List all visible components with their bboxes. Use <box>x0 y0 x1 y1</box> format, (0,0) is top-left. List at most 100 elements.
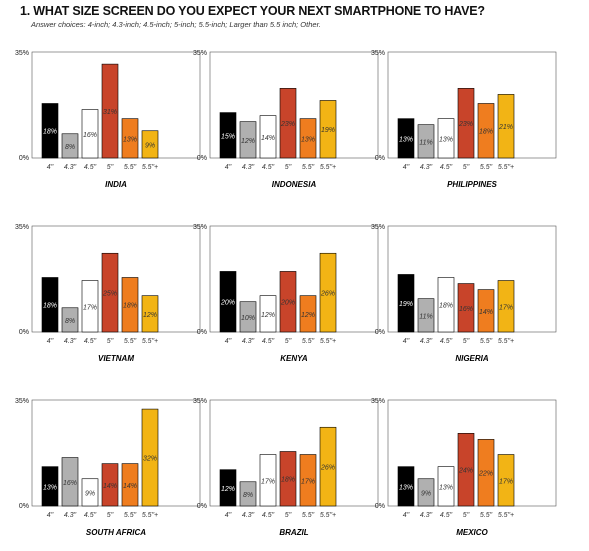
vietnam-value-label-3: 17% <box>83 304 97 311</box>
brazil-bar-6 <box>319 426 337 507</box>
mexico-bar-1 <box>397 466 415 507</box>
indonesia-chart-title: INDONESIA <box>272 180 317 189</box>
kenya-bar-6 <box>319 252 337 333</box>
vietnam-bar-5 <box>121 277 139 333</box>
kenya-value-label-3: 12% <box>261 312 275 319</box>
philippines-category-label-1: 4" <box>403 164 410 171</box>
brazil-bar-2 <box>239 481 257 507</box>
brazil-value-label-6: 26% <box>320 465 335 472</box>
vietnam-category-label-1: 4" <box>47 338 54 345</box>
india-category-label-1: 4" <box>47 164 54 171</box>
philippines-bar-3 <box>437 118 455 159</box>
mexico-ytick-zero: 0% <box>375 503 385 510</box>
philippines-value-label-5: 18% <box>479 129 493 136</box>
brazil-category-label-1: 4" <box>225 512 232 519</box>
nigeria-bar-3 <box>437 277 455 333</box>
mexico-bar-4 <box>457 433 475 507</box>
vietnam-bar-2 <box>61 307 79 333</box>
kenya-value-label-4: 20% <box>280 300 295 307</box>
nigeria-bar-1 <box>397 274 415 333</box>
mexico-bar-2 <box>417 478 435 507</box>
indonesia-category-label-2: 4.3" <box>242 164 255 171</box>
nigeria-bar-6 <box>497 280 515 333</box>
india-value-label-4: 31% <box>103 109 117 116</box>
indonesia-bar-4 <box>279 88 297 159</box>
vietnam-category-label-6: 5.5"+ <box>142 338 158 345</box>
indonesia-bar-1 <box>219 112 237 159</box>
south-africa-bar-2 <box>61 457 79 507</box>
india-value-label-6: 9% <box>145 142 155 149</box>
nigeria-category-label-3: 4.5" <box>440 338 453 345</box>
brazil-bar-5 <box>299 454 317 507</box>
south-africa-value-label-1: 13% <box>43 484 57 491</box>
south-africa-value-label-3: 9% <box>85 490 95 497</box>
india-category-label-4: 5" <box>107 164 114 171</box>
south-africa-bar-4 <box>101 463 119 507</box>
south-africa-category-label-1: 4" <box>47 512 54 519</box>
india-bar-4 <box>101 63 119 159</box>
philippines-category-label-4: 5" <box>463 164 470 171</box>
nigeria-ytick-top: 35% <box>371 224 385 231</box>
philippines-bar-5 <box>477 103 495 159</box>
india-bar-3 <box>81 109 99 159</box>
vietnam-value-label-6: 12% <box>143 312 157 319</box>
indonesia-category-label-5: 5.5" <box>302 164 315 171</box>
nigeria-category-label-1: 4" <box>403 338 410 345</box>
philippines-bar-6 <box>497 94 515 159</box>
india-category-label-2: 4.3" <box>64 164 77 171</box>
mexico-category-label-3: 4.5" <box>440 512 453 519</box>
mexico-category-label-1: 4" <box>403 512 410 519</box>
vietnam-chart-title: VIETNAM <box>98 354 134 363</box>
brazil-category-label-6: 5.5"+ <box>320 512 336 519</box>
kenya-bar-1 <box>219 271 237 333</box>
south-africa-value-label-5: 14% <box>123 483 137 490</box>
vietnam-category-label-2: 4.3" <box>64 338 77 345</box>
kenya-category-label-5: 5.5" <box>302 338 315 345</box>
kenya-value-label-1: 20% <box>220 300 235 307</box>
kenya-category-label-3: 4.5" <box>262 338 275 345</box>
south-africa-category-label-6: 5.5"+ <box>142 512 158 519</box>
vietnam-value-label-2: 8% <box>65 318 75 325</box>
kenya-ytick-top: 35% <box>193 224 207 231</box>
nigeria-ytick-zero: 0% <box>375 329 385 336</box>
brazil-category-label-4: 5" <box>285 512 292 519</box>
south-africa-value-label-6: 32% <box>143 456 157 463</box>
mexico-value-label-2: 9% <box>421 490 431 497</box>
brazil-category-label-3: 4.5" <box>262 512 275 519</box>
indonesia-value-label-6: 19% <box>321 127 335 134</box>
philippines-category-label-5: 5.5" <box>480 164 493 171</box>
south-africa-bar-3 <box>81 478 99 507</box>
indonesia-category-label-6: 5.5"+ <box>320 164 336 171</box>
vietnam-value-label-4: 25% <box>102 291 117 298</box>
mexico-value-label-5: 22% <box>478 471 493 478</box>
kenya-value-label-2: 10% <box>241 315 255 322</box>
brazil-ytick-top: 35% <box>193 398 207 405</box>
brazil-chart-title: BRAZIL <box>279 528 308 537</box>
philippines-bar-4 <box>457 88 475 159</box>
brazil-category-label-2: 4.3" <box>242 512 255 519</box>
south-africa-category-label-3: 4.5" <box>84 512 97 519</box>
india-category-label-6: 5.5"+ <box>142 164 158 171</box>
indonesia-value-label-1: 15% <box>221 133 235 140</box>
philippines-chart-title: PHILIPPINES <box>447 180 497 189</box>
indonesia-ytick-top: 35% <box>193 50 207 57</box>
indonesia-bar-6 <box>319 100 337 159</box>
mexico-bar-6 <box>497 454 515 507</box>
nigeria-value-label-4: 16% <box>459 306 473 313</box>
nigeria-bar-2 <box>417 298 435 333</box>
indonesia-value-label-3: 14% <box>261 135 275 142</box>
indonesia-value-label-4: 23% <box>280 121 295 128</box>
south-africa-ytick-zero: 0% <box>19 503 29 510</box>
mexico-category-label-6: 5.5"+ <box>498 512 514 519</box>
mexico-category-label-4: 5" <box>463 512 470 519</box>
indonesia-category-label-4: 5" <box>285 164 292 171</box>
india-bar-6 <box>141 130 159 159</box>
philippines-category-label-2: 4.3" <box>420 164 433 171</box>
kenya-category-label-4: 5" <box>285 338 292 345</box>
philippines-value-label-4: 23% <box>458 121 473 128</box>
brazil-value-label-1: 12% <box>221 486 235 493</box>
philippines-category-label-3: 4.5" <box>440 164 453 171</box>
south-africa-category-label-4: 5" <box>107 512 114 519</box>
india-bar-2 <box>61 133 79 159</box>
india-value-label-1: 18% <box>43 129 57 136</box>
